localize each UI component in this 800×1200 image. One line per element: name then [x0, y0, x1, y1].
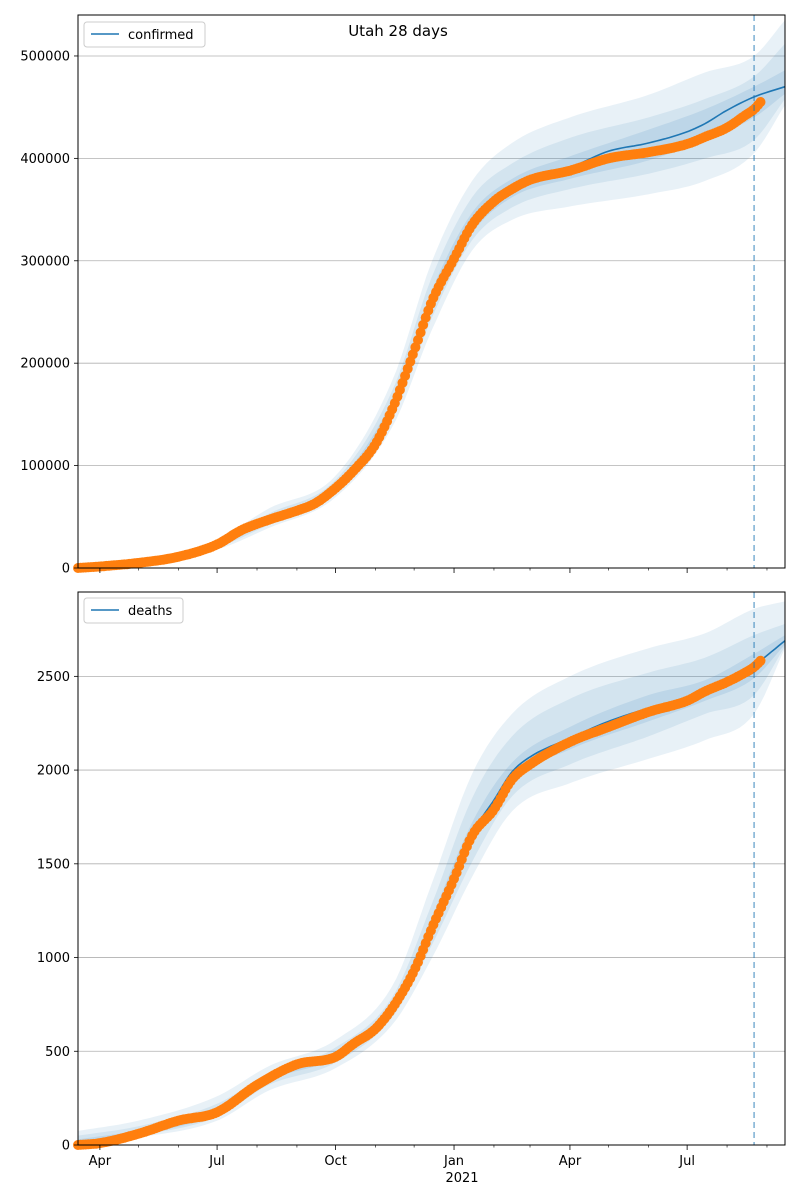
deaths-gridlines: [78, 675, 785, 1052]
confirmed-gridlines: [78, 55, 785, 466]
deaths-legend: deaths: [83, 597, 184, 624]
confirmed-panel: 0 100000 200000 300000 400000 500000 confirme…: [20, 14, 786, 577]
x-tick-label: Apr: [89, 1154, 112, 1169]
confirmed-y-tick-label: 400000: [20, 152, 70, 167]
figure-title: Utah 28 days: [348, 22, 448, 40]
deaths-legend-label: deaths: [128, 604, 173, 619]
deaths-y-tick-label: 0: [62, 1139, 70, 1154]
deaths-y-tick-label: 1500: [37, 857, 70, 872]
x-axis-year-label: 2021: [445, 1171, 478, 1186]
confirmed-observed-point: [755, 97, 766, 107]
confirmed-y-tick-label: 300000: [20, 254, 70, 269]
deaths-axes-frame: [77, 591, 786, 1146]
deaths-y-tick-label: 2500: [37, 670, 70, 685]
confirmed-observed-point: [415, 327, 426, 338]
confirmed-y-tick-label: 100000: [20, 459, 70, 474]
confirmed-legend-label: confirmed: [128, 28, 194, 43]
x-tick-label: Oct: [324, 1154, 346, 1169]
deaths-y-tick-label: 2000: [37, 764, 70, 779]
x-tick-label: Apr: [559, 1154, 582, 1169]
deaths-y-tick-label: 1000: [37, 951, 70, 966]
deaths-x-axis: Apr Jul Oct Jan Apr Jul: [89, 1145, 768, 1169]
deaths-y-axis: 0 500 1000 1500 2000 2500: [37, 670, 78, 1154]
deaths-y-tick-label: 500: [45, 1045, 70, 1060]
confirmed-axes-frame: [77, 14, 786, 569]
confirmed-y-axis: 0 100000 200000 300000 400000 500000: [20, 49, 78, 577]
deaths-observed-points: [73, 655, 766, 1150]
x-tick-label: Jul: [208, 1154, 225, 1169]
deaths-observed-point: [755, 655, 766, 666]
confirmed-observed-point: [413, 335, 423, 345]
confirmed-y-tick-label: 500000: [20, 49, 70, 64]
x-tick-label: Jan: [443, 1154, 464, 1169]
confirmed-observed-points: [73, 97, 766, 573]
x-tick-label: Jul: [678, 1154, 695, 1169]
deaths-legend-box: [83, 597, 184, 624]
confirmed-band-3: [78, 70, 785, 569]
confirmed-legend-box: [83, 21, 206, 48]
confirmed-x-axis: [99, 568, 768, 573]
confirmed-legend: confirmed: [83, 21, 206, 48]
deaths-band-1: [78, 601, 785, 1145]
confirmed-y-tick-label: 200000: [20, 357, 70, 372]
deaths-band-2: [78, 623, 785, 1145]
confirmed-y-tick-label: 0: [62, 562, 70, 577]
